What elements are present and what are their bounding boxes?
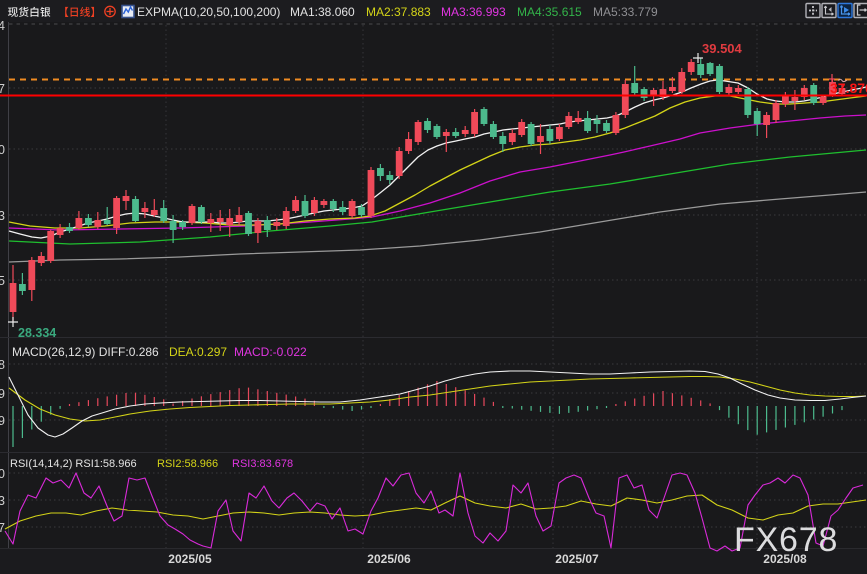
- svg-text:28.334: 28.334: [18, 326, 56, 340]
- svg-text:2025/06: 2025/06: [367, 552, 411, 566]
- svg-text:RSI3:83.678: RSI3:83.678: [232, 458, 293, 470]
- svg-text:3: 3: [0, 209, 5, 223]
- svg-text:FX678: FX678: [734, 521, 838, 559]
- svg-text:8: 8: [0, 358, 5, 372]
- svg-text:MA4:35.615: MA4:35.615: [517, 5, 582, 19]
- svg-text:RSI(14,14,2) RSI1:58.966: RSI(14,14,2) RSI1:58.966: [10, 458, 137, 470]
- svg-text:MA1:38.060: MA1:38.060: [290, 5, 355, 19]
- svg-text:MA2:37.883: MA2:37.883: [366, 5, 431, 19]
- svg-text:DEA:0.297: DEA:0.297: [169, 345, 227, 359]
- svg-text:7: 7: [0, 82, 5, 96]
- svg-text:39.504: 39.504: [702, 41, 743, 56]
- svg-text:4: 4: [0, 19, 5, 33]
- svg-text:2025/05: 2025/05: [168, 552, 212, 566]
- svg-text:2025/08: 2025/08: [763, 552, 807, 566]
- svg-text:7: 7: [0, 521, 5, 535]
- svg-text:MA3:36.993: MA3:36.993: [441, 5, 506, 19]
- svg-text:EXPMA(10,20,50,100,200): EXPMA(10,20,50,100,200): [137, 5, 280, 19]
- svg-text:2025/07: 2025/07: [555, 552, 599, 566]
- svg-text:3: 3: [0, 494, 5, 508]
- svg-text:5: 5: [0, 274, 5, 288]
- svg-text:37.870: 37.870: [830, 80, 867, 96]
- svg-text:RSI2:58.966: RSI2:58.966: [157, 458, 218, 470]
- svg-text:0: 0: [0, 467, 5, 481]
- svg-text:9: 9: [0, 387, 5, 401]
- svg-text:MA5:33.779: MA5:33.779: [593, 5, 658, 19]
- svg-text:9: 9: [0, 414, 5, 428]
- svg-text:0: 0: [0, 143, 5, 157]
- svg-text:MACD(26,12,9) DIFF:0.286: MACD(26,12,9) DIFF:0.286: [12, 345, 159, 359]
- svg-text:MACD:-0.022: MACD:-0.022: [234, 345, 307, 359]
